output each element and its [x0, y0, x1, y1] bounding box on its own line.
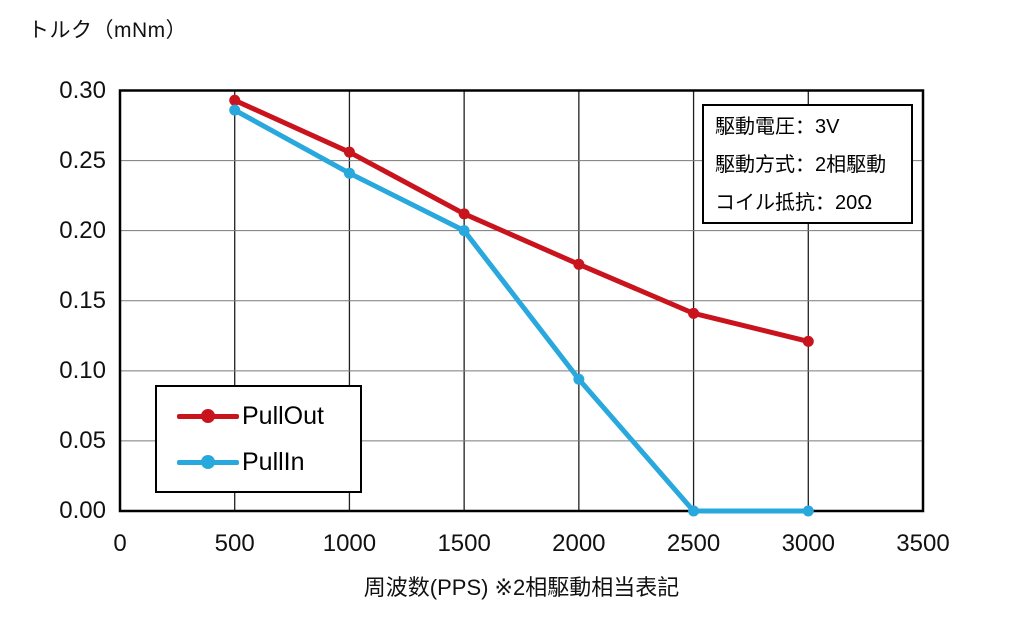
y-tick-label: 0.20: [59, 216, 106, 244]
pullin-line-marker-icon: [177, 455, 239, 469]
x-tick-label: 2500: [666, 530, 721, 557]
x-tick-label: 3000: [781, 530, 835, 557]
spec-coil-resistance: コイル抵抗：20Ω: [715, 192, 873, 214]
data-point-pullin: [802, 505, 814, 517]
spec-drive-voltage: 駆動電圧：3V: [715, 116, 840, 138]
drive-spec-box: 駆動電圧：3V 駆動方式：2相駆動 コイル抵抗：20Ω: [702, 104, 913, 224]
data-point-pullin: [688, 505, 700, 517]
pullout-line-marker-icon: [177, 409, 239, 423]
x-axis-title: 周波数(PPS) ※2相駆動相当表記: [363, 575, 680, 600]
legend-label-pullin: PullIn: [242, 447, 305, 476]
data-point-pullout: [229, 94, 241, 106]
spec-drive-method: 駆動方式：2相駆動: [715, 154, 887, 176]
plot-border: [118, 89, 925, 513]
data-point-pullout: [573, 258, 585, 270]
data-point-pullin: [343, 167, 355, 179]
y-tick-label: 0.10: [59, 356, 106, 384]
legend-label-pullout: PullOut: [242, 401, 324, 430]
legend-item-pullin: PullIn: [177, 448, 360, 477]
x-tick-label: 3500: [896, 530, 950, 557]
y-tick-label: 0.05: [59, 426, 106, 454]
legend-item-pullout: PullOut: [177, 402, 360, 431]
x-tick-label: 500: [214, 530, 255, 557]
data-point-pullin: [458, 225, 470, 237]
y-tick-label: 0.25: [59, 146, 106, 174]
y-tick-label: 0.00: [59, 497, 106, 524]
x-tick-label: 1500: [437, 530, 491, 557]
y-axis-title: トルク（mNm）: [28, 19, 188, 42]
data-point-pullout: [688, 307, 700, 319]
data-point-pullout: [802, 335, 814, 347]
x-tick-label: 0: [113, 530, 127, 557]
y-tick-label: 0.15: [59, 286, 106, 314]
series-line-pullout: [232, 97, 811, 344]
data-point-pullin: [573, 373, 585, 385]
series-line-pullin: [232, 107, 811, 514]
legend: PullOut PullIn: [155, 385, 362, 493]
y-tick-label: 0.30: [59, 76, 106, 104]
data-point-pullout: [343, 146, 355, 158]
data-point-pullin: [229, 104, 241, 116]
x-tick-label: 1000: [322, 530, 377, 557]
x-tick-label: 2000: [552, 530, 606, 557]
data-point-pullout: [458, 208, 470, 220]
